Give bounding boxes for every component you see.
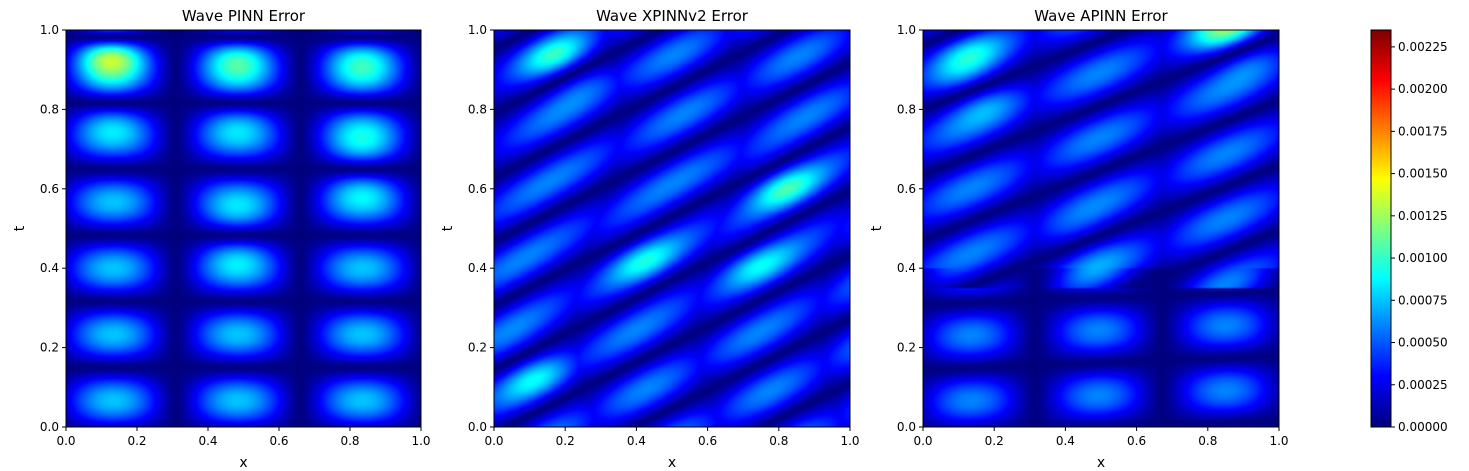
panel-apinn: Wave APINN Error 0.0 0.2 0.4 0.6 0.8 1.0 0.00… [869,7,1289,471]
x-tick-label: 0.8 [769,434,788,448]
y-tick-label: 0.4 [40,261,59,275]
x-tick-label: 1.0 [411,434,430,448]
x-tick-label: 0.0 [913,434,932,448]
y-axis-label: t [869,225,885,231]
colorbar-tick-label: 0.00100 [1398,251,1448,265]
x-tick-label: 0.0 [484,434,503,448]
panel-xpinnv2: Wave XPINNv2 Error 0.0 0.2 0.4 0.6 0.8 1.0 0.… [440,7,860,471]
x-axis-label: x [668,455,676,471]
colorbar-tick-label: 0.00075 [1398,293,1448,307]
colorbar-tick-label: 0.00000 [1398,420,1448,434]
panel-pinn: Wave PINN Error 0.0 0.2 0.4 0.6 0.8 1.0 0.00.… [12,7,431,471]
colorbar-tick-label: 0.00125 [1398,209,1448,223]
x-tick-label: 0.2 [985,434,1004,448]
colorbar-tick-label: 0.00175 [1398,124,1448,138]
y-axis-label: t [12,225,28,231]
panel-title: Wave XPINNv2 Error [596,7,749,25]
colorbar-gradient [1371,30,1391,427]
x-tick-label: 1.0 [1269,434,1288,448]
colorbar-tick-label: 0.00050 [1398,336,1448,350]
heatmap-image [923,30,1279,427]
y-axis-label: t [440,225,456,231]
x-tick-label: 0.4 [1056,434,1075,448]
plot-frame [922,29,1280,428]
panel-title: Wave PINN Error [182,7,306,25]
x-axis-label: x [239,455,247,471]
y-tick-label: 0.6 [40,182,59,196]
panel-title: Wave APINN Error [1034,7,1168,25]
y-ticks: 0.0 0.2 0.4 0.6 0.8 1.0 [468,23,494,434]
x-tick-label: 0.2 [556,434,575,448]
x-tick-label: 1.0 [840,434,859,448]
y-tick-label: 0.2 [897,341,916,355]
y-tick-label: 0.6 [897,182,916,196]
colorbar-frame [1370,29,1392,428]
x-tick-label: 0.0 [56,434,75,448]
y-tick-label: 1.0 [897,23,916,37]
x-tick-label: 0.6 [269,434,288,448]
y-tick-label: 0.4 [897,261,916,275]
y-tick-label: 0.4 [468,261,487,275]
x-ticks: 0.0 0.2 0.4 0.6 0.8 1.0 [913,427,1289,448]
y-ticks: 0.0 0.2 0.4 0.6 0.8 1.0 [897,23,923,434]
x-tick-label: 0.4 [627,434,646,448]
plot-frame [493,29,851,428]
x-tick-label: 0.4 [198,434,217,448]
colorbar-tick-label: 0.00200 [1398,82,1448,96]
x-tick-label: 0.8 [340,434,359,448]
y-tick-label: 0.8 [897,102,916,116]
y-tick-label: 0.2 [468,341,487,355]
x-axis-label: x [1097,455,1105,471]
y-ticks: 0.0 0.2 0.4 0.6 0.8 1.0 [40,23,66,434]
x-tick-label: 0.8 [1198,434,1217,448]
y-tick-label: 0.8 [40,102,59,116]
colorbar-tick-label: 0.00025 [1398,378,1448,392]
x-tick-label: 0.2 [127,434,146,448]
y-tick-label: 1.0 [468,23,487,37]
colorbar-tick-label: 0.00225 [1398,40,1448,54]
x-tick-label: 0.6 [698,434,717,448]
y-tick-label: 1.0 [40,23,59,37]
heatmap-image [66,30,421,427]
y-tick-label: 0.0 [897,420,916,434]
x-tick-label: 0.6 [1127,434,1146,448]
y-tick-label: 0.0 [40,420,59,434]
colorbar: 0.00000 0.00025 0.00050 0.00075 0.00100 0.001… [1370,29,1448,434]
y-tick-label: 0.8 [468,102,487,116]
x-ticks: 0.0 0.2 0.4 0.6 0.8 1.0 [56,427,431,448]
heatmap-image [494,30,850,427]
x-ticks: 0.0 0.2 0.4 0.6 0.8 1.0 [484,427,860,448]
y-tick-label: 0.6 [468,182,487,196]
plot-frame [65,29,422,428]
y-tick-label: 0.2 [40,341,59,355]
colorbar-ticks: 0.00000 0.00025 0.00050 0.00075 0.00100 0.001… [1391,40,1448,434]
colorbar-tick-label: 0.00150 [1398,167,1448,181]
y-tick-label: 0.0 [468,420,487,434]
